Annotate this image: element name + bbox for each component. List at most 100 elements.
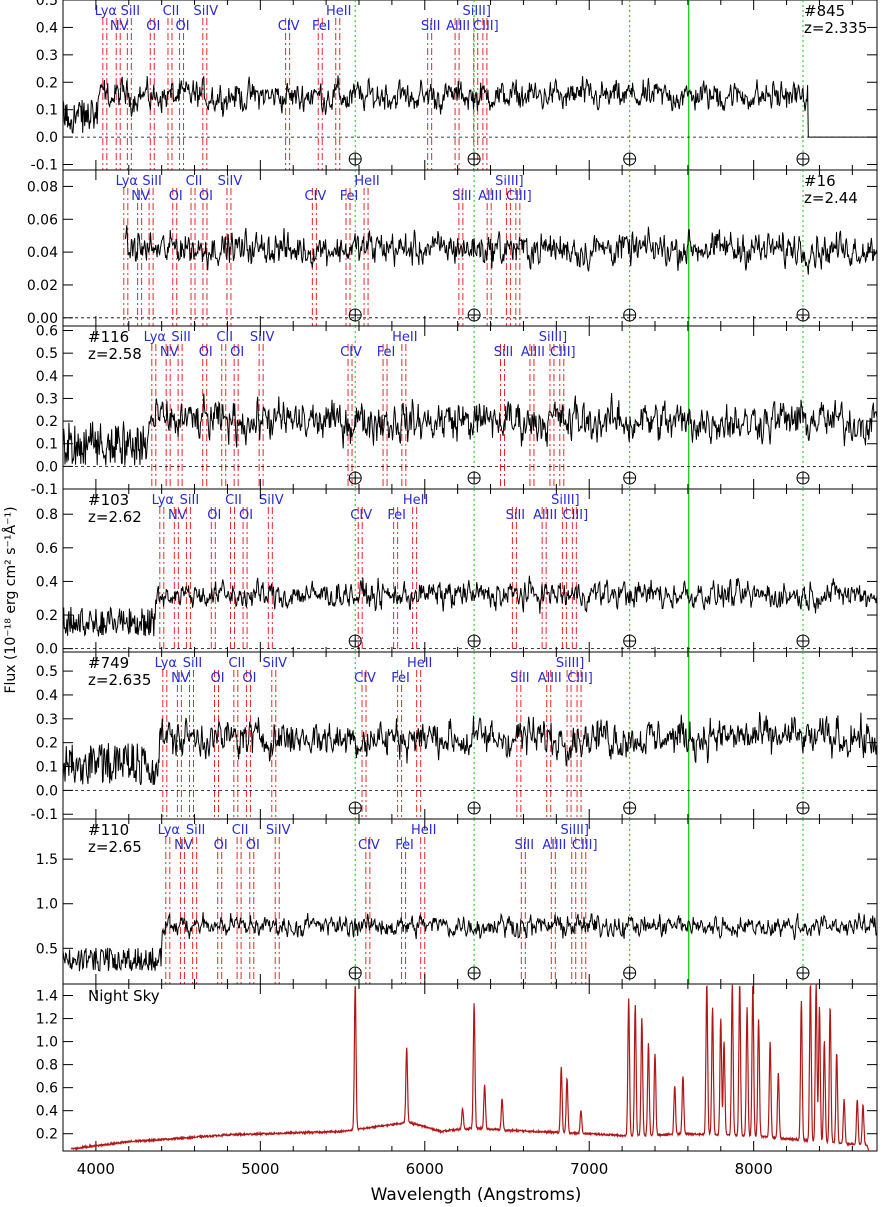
line-label: SiIV (262, 656, 287, 671)
y-tick-label: 0.3 (36, 48, 58, 64)
line-label: OI (199, 189, 213, 204)
line-label: SiIV (194, 4, 219, 19)
y-tick-label: 0.3 (36, 391, 58, 407)
x-axis: 4000 5000 6000 7000 8000 (77, 1160, 773, 1178)
line-label: HeII (326, 4, 351, 19)
x-tick-label: 4000 (77, 1160, 115, 1178)
y-tick-label: 1.0 (36, 897, 58, 913)
line-label: HeII (407, 656, 432, 671)
y-tick-label: 0.6 (36, 324, 58, 340)
line-label: OI (210, 671, 224, 686)
y-tick-label: 0.5 (36, 941, 58, 957)
line-label: CIII] (550, 345, 576, 360)
line-label: CIV (350, 508, 372, 523)
y-tick-label: 0.4 (36, 688, 58, 704)
line-label: OI (207, 508, 221, 523)
y-tick-label: 0.5 (36, 664, 58, 680)
y-tick-label: 0.5 (36, 0, 58, 9)
line-label: SiIII] (556, 656, 584, 671)
line-label: SiIV (250, 330, 275, 345)
spectrum-trace (62, 912, 878, 972)
line-label: NV (110, 19, 129, 34)
line-label: CIII] (473, 19, 499, 34)
y-axis-label: Flux (10⁻¹⁸ erg cm² s⁻¹Å⁻¹) (2, 506, 19, 693)
y-tick-label: 0.2 (36, 736, 58, 752)
y-tick-label: 0.2 (36, 608, 58, 624)
line-label: FeI (377, 345, 396, 360)
y-tick-label: 0.06 (27, 212, 58, 228)
x-tick-label: 7000 (570, 1160, 608, 1178)
line-label: HeII (354, 174, 379, 189)
line-label: Lyα (95, 4, 117, 19)
line-label: SiIII] (495, 174, 523, 189)
line-label: CIII] (572, 838, 598, 853)
object-id: #116 (88, 328, 129, 346)
x-tick-label: 5000 (241, 1160, 279, 1178)
spectrum-trace (62, 392, 878, 466)
line-label: OI (230, 345, 244, 360)
line-label: SiII (183, 656, 203, 671)
x-axis-label: Wavelength (Angstroms) (371, 1185, 582, 1205)
y-tick-label: 0.6 (36, 541, 58, 557)
line-label: SiIII] (463, 4, 491, 19)
line-label: SiII (180, 493, 200, 508)
line-label: SiII (142, 174, 162, 189)
line-label: AlIII (538, 671, 562, 686)
y-tick-label: 0.3 (36, 712, 58, 728)
object-id: #16 (804, 172, 836, 190)
y-tick-label: 0.04 (27, 245, 58, 261)
line-label: SiII (510, 671, 530, 686)
line-label: SiII (452, 189, 472, 204)
line-label: AlIII (542, 838, 566, 853)
line-label: CII (232, 823, 249, 838)
line-label: SiII (506, 508, 526, 523)
line-label: OI (169, 189, 183, 204)
line-label: NV (171, 671, 190, 686)
y-tick-label: 0.2 (36, 414, 58, 430)
y-tick-label: 0.1 (36, 437, 58, 453)
line-label: SiIV (259, 493, 284, 508)
night-sky-label: Night Sky (88, 987, 160, 1005)
line-label: NV (131, 189, 150, 204)
line-label: SiIV (218, 174, 243, 189)
line-label: NV (160, 345, 179, 360)
y-tick-label: 0.4 (36, 1104, 58, 1120)
y-tick-label: 1.0 (36, 1035, 58, 1051)
line-label: SiII (515, 838, 535, 853)
x-tick-label: 8000 (735, 1160, 773, 1178)
line-label: OI (246, 838, 260, 853)
y-tick-label: 0.4 (36, 574, 58, 590)
line-label: NV (174, 838, 193, 853)
y-tick-label: 0.2 (36, 75, 58, 91)
line-label: CIII] (506, 189, 532, 204)
y-tick-label: 0.1 (36, 760, 58, 776)
line-label: Lyα (158, 823, 180, 838)
y-tick-label: 0.4 (36, 369, 58, 385)
line-label: CII (186, 174, 203, 189)
y-tick-label: -0.1 (31, 482, 58, 498)
y-tick-label: 0.08 (27, 179, 58, 195)
y-tick-label: -0.1 (31, 807, 58, 823)
line-label: OI (176, 19, 190, 34)
line-label: AlIII (478, 189, 502, 204)
line-label: CII (225, 493, 242, 508)
y-tick-label: 1.4 (36, 989, 58, 1005)
spectrum-trace (62, 711, 878, 786)
night-sky-panel: 0.2 0.4 0.6 0.8 1.0 1.2 1.4 Night Sky (36, 983, 878, 1152)
line-label: SiII (171, 330, 191, 345)
y-tick-label: 1.5 (36, 852, 58, 868)
y-tick-label: -0.1 (31, 158, 58, 174)
line-label: FeI (391, 671, 410, 686)
y-tick-label: 0.2 (36, 1127, 58, 1143)
object-id: #103 (88, 491, 129, 509)
line-label: CIII] (563, 508, 589, 523)
redshift-label: z=2.58 (88, 345, 142, 363)
line-label: FeI (387, 508, 406, 523)
line-label: CIV (354, 671, 376, 686)
line-label: OI (239, 508, 253, 523)
line-label: CII (163, 4, 180, 19)
